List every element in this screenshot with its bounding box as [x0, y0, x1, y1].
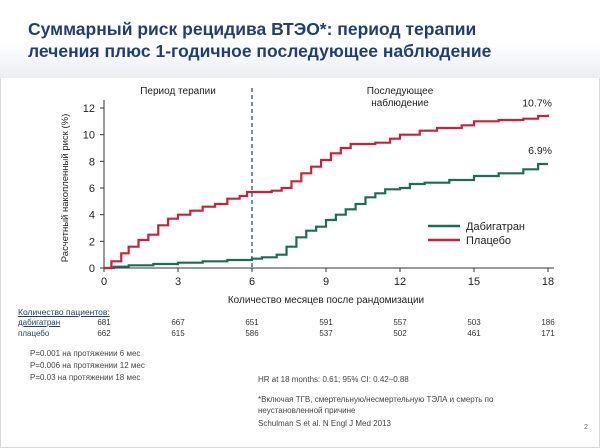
- x-tick-label: 9: [323, 276, 329, 288]
- phase-label-followup-line-1: Последующее: [367, 86, 434, 97]
- y-tick-label: 4: [89, 210, 95, 222]
- y-tick-label: 6: [89, 183, 95, 195]
- series-line-dabigatran: [104, 164, 548, 268]
- table-cell: 651: [245, 318, 258, 327]
- x-tick-label: 12: [394, 276, 406, 288]
- y-tick-label: 12: [83, 103, 95, 115]
- y-tick-label: 8: [89, 156, 95, 168]
- x-tick-label: 15: [468, 276, 480, 288]
- table-row-label-placebo: плацебо: [18, 329, 49, 338]
- x-tick-label: 3: [175, 276, 181, 288]
- table-cell: 591: [319, 318, 332, 327]
- x-tick-label: 18: [542, 276, 554, 288]
- y-tick-label: 0: [89, 263, 95, 275]
- legend-entry-dabigatran: Дабигатран: [466, 221, 525, 233]
- table-cell: 667: [171, 318, 184, 327]
- p-value-12-months: P=0.006 на протяжении 12 мес: [30, 361, 145, 370]
- y-axis-label: Расчетный накопленный риск (%): [60, 114, 71, 262]
- y-tick-label: 2: [89, 236, 95, 248]
- x-tick-label: 6: [249, 276, 255, 288]
- series-end-label-placebo: 10.7%: [522, 98, 552, 110]
- table-cell: 186: [541, 318, 554, 327]
- table-cell: 171: [541, 329, 554, 338]
- table-cell: 461: [467, 329, 480, 338]
- table-cell: 502: [393, 329, 406, 338]
- table-cell: 537: [319, 329, 332, 338]
- y-tick-label: 10: [83, 130, 95, 142]
- table-cell: 615: [171, 329, 184, 338]
- table-cell: 586: [245, 329, 258, 338]
- table-cell: 662: [97, 329, 110, 338]
- table-cell: 503: [467, 318, 480, 327]
- x-tick-label: 0: [101, 276, 107, 288]
- patients-table-title: Количество пациентов:: [18, 307, 110, 317]
- phase-label-followup-line-2: наблюдение: [371, 97, 429, 109]
- series-end-label-dabigatran: 6.9%: [528, 145, 552, 157]
- footnote: *Включая ТГВ, смертельную/несмертельную …: [258, 394, 548, 416]
- page-number: 2: [584, 424, 588, 431]
- phase-label-therapy: Период терапии: [140, 86, 216, 97]
- legend-entry-placebo: Плацебо: [466, 235, 511, 247]
- x-axis-label: Количество месяцев после рандомизации: [228, 295, 424, 306]
- chart-labels: 0 2 4 6 8 10 12 0 3 6 9 12 15 18 Период терапии Последу…: [60, 86, 554, 306]
- citation: Schulman S et al. N Engl J Med 2013: [258, 419, 391, 428]
- table-row-label-dabigatran: дабигатран: [18, 318, 60, 327]
- table-cell: 681: [97, 318, 110, 327]
- hazard-ratio: HR at 18 months: 0.61; 95% CI: 0.42–0.88: [258, 375, 409, 384]
- table-cell: 557: [393, 318, 406, 327]
- p-value-18-months: P=0.03 на протяжении 18 мес: [30, 373, 140, 382]
- p-value-6-months: P=0.001 на протяжении 6 мес: [30, 349, 140, 358]
